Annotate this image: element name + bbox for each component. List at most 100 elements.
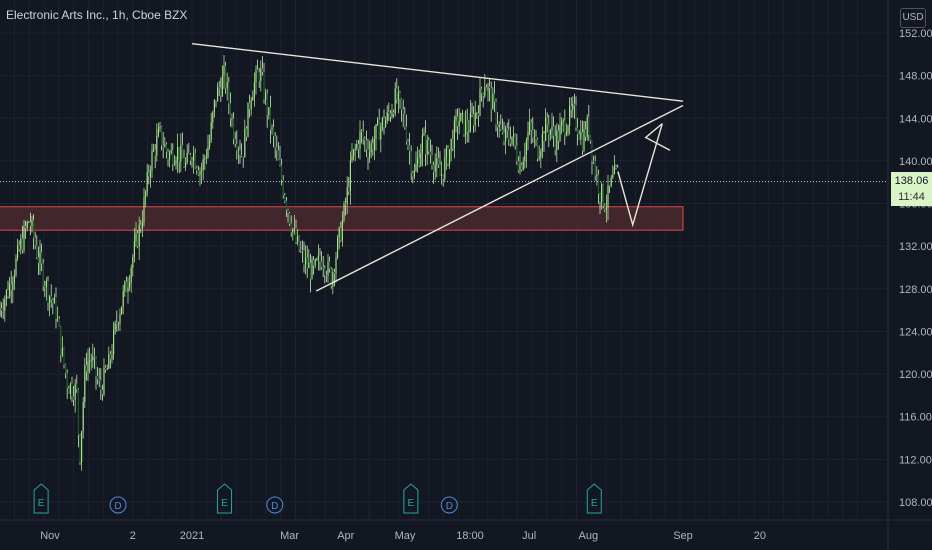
candle-body bbox=[593, 160, 595, 162]
candle-body bbox=[533, 136, 535, 139]
candle-body bbox=[413, 170, 415, 177]
candle-body bbox=[612, 174, 614, 178]
dividend-event-marker bbox=[266, 496, 284, 514]
x-tick-label: Nov bbox=[40, 530, 60, 542]
candle-body bbox=[79, 435, 81, 463]
candle-body bbox=[233, 118, 235, 140]
candle-body bbox=[349, 160, 351, 192]
candle-body bbox=[239, 149, 241, 155]
x-tick-label: Sep bbox=[673, 530, 693, 542]
x-tick-label: 20 bbox=[754, 530, 766, 542]
y-tick-label: 148.00 bbox=[899, 71, 932, 83]
event-label: E bbox=[591, 498, 598, 509]
candle-body bbox=[9, 283, 11, 297]
candle-body bbox=[493, 93, 495, 102]
candle-body bbox=[410, 151, 412, 173]
candle-body bbox=[55, 297, 57, 319]
candle-body bbox=[130, 267, 132, 283]
candle-body bbox=[599, 193, 601, 202]
candle-body bbox=[521, 164, 523, 171]
candle-body bbox=[466, 120, 468, 133]
candle-body bbox=[604, 205, 606, 210]
candle-body bbox=[41, 252, 43, 264]
candle-body bbox=[469, 113, 471, 132]
resistance-trendline bbox=[191, 42, 684, 102]
candle-body bbox=[465, 120, 467, 135]
candle-body bbox=[498, 124, 500, 128]
x-tick-label: 2021 bbox=[180, 530, 204, 542]
candle-body bbox=[297, 236, 299, 243]
candle-body bbox=[495, 101, 497, 125]
candle-body bbox=[188, 152, 190, 155]
candle-body bbox=[154, 149, 156, 156]
event-label: D bbox=[271, 501, 278, 512]
candle-body bbox=[234, 139, 236, 144]
candle-body bbox=[532, 130, 534, 139]
candle-body bbox=[316, 259, 318, 261]
candle-body bbox=[314, 259, 316, 266]
candle-body bbox=[268, 107, 270, 116]
candle-body bbox=[455, 116, 457, 121]
candle-body bbox=[596, 174, 598, 177]
candle-body bbox=[89, 360, 91, 362]
candle-body bbox=[13, 275, 15, 283]
candle-body bbox=[255, 69, 257, 83]
candle-body bbox=[386, 112, 388, 121]
candle-body bbox=[2, 310, 4, 312]
dividend-event-marker bbox=[109, 496, 127, 514]
candle-body bbox=[501, 129, 503, 133]
candle-body bbox=[306, 257, 308, 268]
candle-body bbox=[503, 132, 505, 142]
candle-body bbox=[106, 368, 108, 370]
candle-body bbox=[573, 103, 575, 106]
candle-body bbox=[53, 297, 55, 304]
candle-body bbox=[159, 126, 161, 129]
y-tick-label: 132.00 bbox=[899, 241, 932, 253]
candle-body bbox=[149, 170, 151, 177]
candle-body bbox=[417, 158, 419, 165]
y-tick-label: 108.00 bbox=[899, 497, 932, 509]
candle-body bbox=[173, 163, 175, 165]
candle-body bbox=[210, 122, 212, 141]
candle-body bbox=[175, 160, 177, 164]
candle-body bbox=[369, 152, 371, 158]
candle-body bbox=[380, 126, 382, 140]
candle-body bbox=[45, 280, 47, 288]
candle-body bbox=[244, 128, 246, 158]
candle-body bbox=[375, 124, 377, 140]
currency-selector[interactable]: USD bbox=[900, 8, 926, 28]
candle-body bbox=[333, 271, 335, 274]
candle-body bbox=[145, 191, 147, 198]
candle-body bbox=[129, 282, 131, 288]
y-tick-label: 140.00 bbox=[899, 156, 932, 168]
candle-body bbox=[431, 155, 433, 166]
candle-body bbox=[164, 144, 166, 147]
candle-body bbox=[345, 203, 347, 205]
candle-body bbox=[261, 68, 263, 73]
candle-body bbox=[282, 180, 284, 196]
candle-body bbox=[562, 120, 564, 123]
candle-body bbox=[425, 133, 427, 155]
candle-body bbox=[319, 255, 321, 262]
candle-body bbox=[125, 281, 127, 292]
candle-body bbox=[538, 157, 540, 160]
candle-body bbox=[511, 136, 513, 144]
candle-body bbox=[0, 308, 1, 316]
candle-body bbox=[209, 140, 211, 147]
candle-body bbox=[541, 133, 543, 152]
candle-body bbox=[588, 116, 590, 136]
candle-body bbox=[95, 357, 97, 377]
candle-body bbox=[178, 146, 180, 162]
candle-body bbox=[161, 126, 163, 146]
candle-body bbox=[447, 148, 449, 165]
candle-body bbox=[517, 161, 519, 171]
event-label: D bbox=[114, 501, 121, 512]
candle-body bbox=[370, 143, 372, 153]
candle-body bbox=[266, 93, 268, 116]
candle-body bbox=[356, 143, 358, 149]
candle-body bbox=[65, 364, 67, 374]
candle-body bbox=[589, 135, 591, 142]
candle-body bbox=[273, 127, 275, 137]
candle-body bbox=[444, 157, 446, 179]
